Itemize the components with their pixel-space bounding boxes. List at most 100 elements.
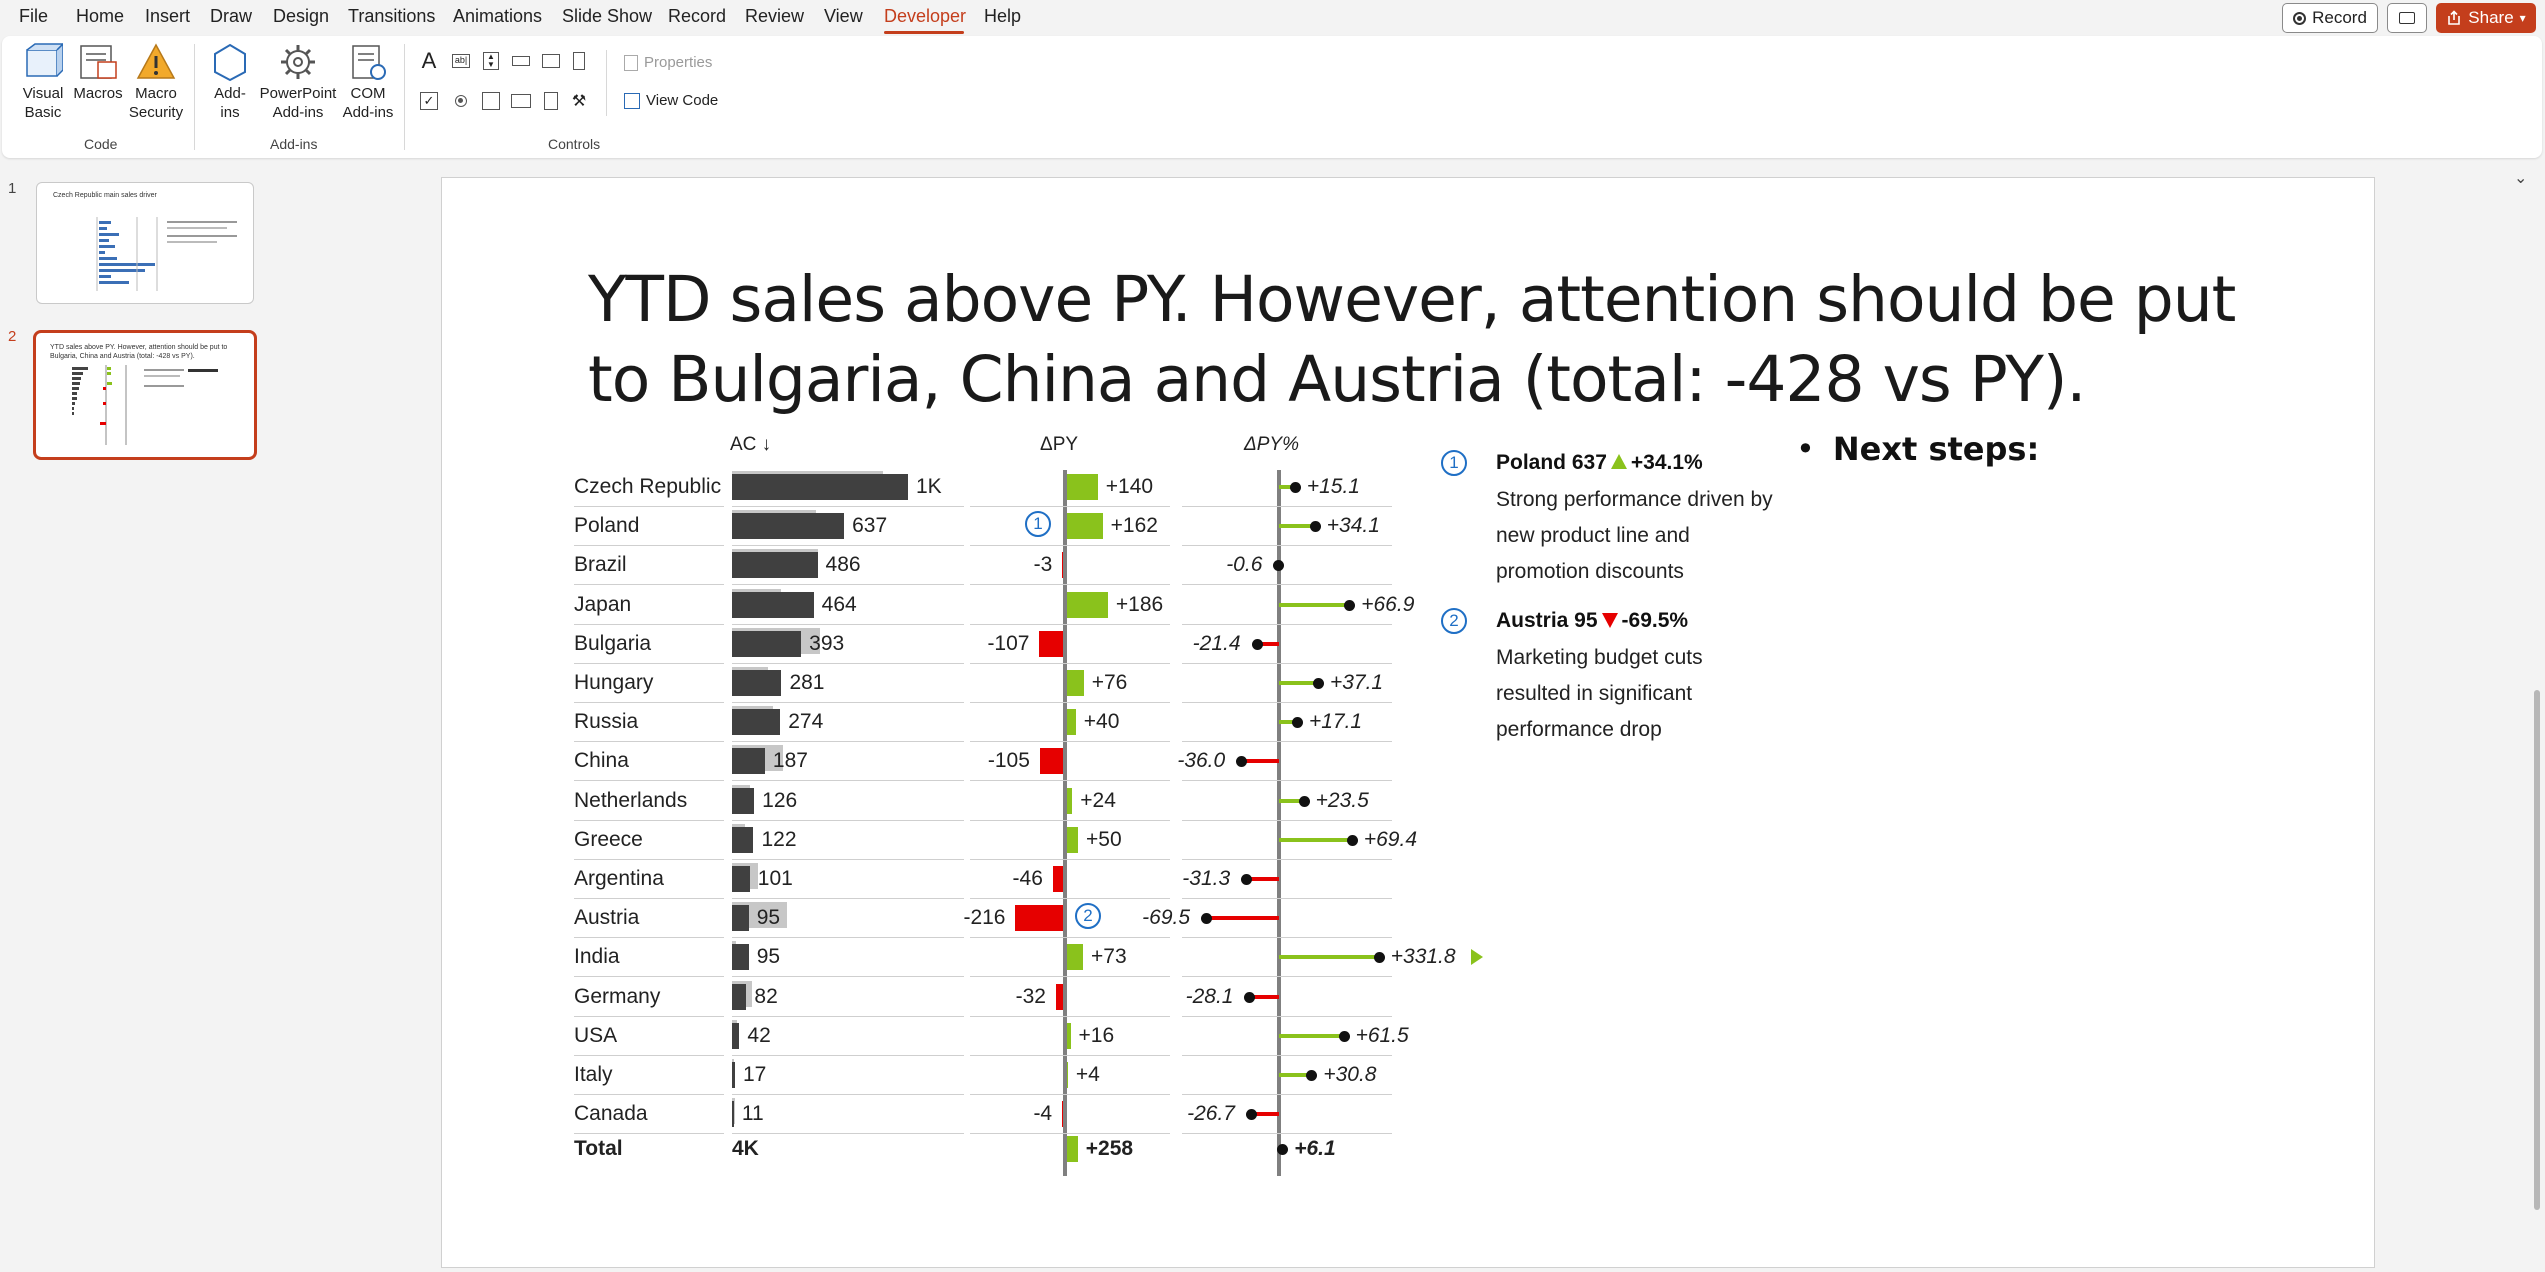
- row-separator: [574, 584, 724, 586]
- visual-basic-icon: [26, 42, 63, 77]
- record-button[interactable]: Record: [2282, 3, 2378, 33]
- ac-bar: [732, 474, 908, 500]
- image-control-icon[interactable]: [540, 50, 562, 72]
- share-button[interactable]: Share ▾: [2436, 3, 2536, 33]
- delta-pct-label: +69.4: [1363, 827, 1417, 851]
- ac-bar: [732, 866, 750, 892]
- row-separator: [732, 1015, 964, 1017]
- row-separator: [970, 1094, 1170, 1095]
- label-control-icon[interactable]: A: [421, 48, 437, 73]
- delta-py-bar: [1052, 866, 1063, 892]
- delta-pct-label: +34.1: [1326, 514, 1380, 538]
- menu-tab-view[interactable]: View: [824, 6, 863, 26]
- comments-button[interactable]: [2387, 3, 2427, 33]
- note-delta: -69.5%: [1621, 609, 1689, 632]
- bullet-icon: •: [1796, 430, 1815, 468]
- row-separator: [970, 623, 1170, 625]
- toggle-button-icon[interactable]: [540, 90, 562, 112]
- more-controls-icon[interactable]: ⚒: [571, 93, 587, 110]
- menu-tab-record[interactable]: Record: [668, 6, 727, 26]
- scroll-bar-icon[interactable]: [568, 50, 590, 72]
- delta-pct-label: +66.9: [1361, 592, 1415, 616]
- delta-pct-dot: [1245, 1109, 1257, 1121]
- ac-bar: [732, 513, 845, 540]
- group-separator: [606, 50, 607, 116]
- delta-pct-dot: [1373, 952, 1385, 964]
- menu-tab-file[interactable]: File: [19, 6, 49, 26]
- row-separator: [574, 623, 724, 625]
- delta-pct-pin: [1279, 1033, 1344, 1038]
- view-code-label: View Code: [646, 92, 719, 109]
- com-add-ins-button[interactable]: COM Add-ins: [340, 42, 396, 122]
- delta-pct-dot: [1309, 521, 1321, 533]
- powerpoint-add-ins-button[interactable]: PowerPoint Add-ins: [258, 42, 338, 122]
- list-box-icon[interactable]: [480, 90, 502, 112]
- slide-thumbnail-1[interactable]: Czech Republic main sales driver: [36, 182, 254, 304]
- menu-tab-home[interactable]: Home: [76, 6, 125, 26]
- command-button-icon[interactable]: [510, 50, 532, 72]
- combo-box-icon[interactable]: [510, 90, 532, 112]
- row-separator: [574, 662, 724, 664]
- menu-tab-animations[interactable]: Animations: [453, 6, 543, 26]
- share-icon: [2448, 10, 2461, 25]
- row-separator: [732, 506, 964, 507]
- collapse-ribbon-icon[interactable]: ⌄: [2514, 170, 2528, 187]
- menu-tab-transitions[interactable]: Transitions: [348, 6, 436, 26]
- spin-button-icon[interactable]: ▲ ▼: [480, 50, 502, 72]
- menu-tab-draw[interactable]: Draw: [210, 6, 253, 26]
- menu-tab-slide-show[interactable]: Slide Show: [562, 6, 653, 26]
- thumbnail-chart-preview: [96, 217, 237, 291]
- slide-thumbnail-2[interactable]: YTD sales above PY. However, attention s…: [33, 330, 257, 460]
- total-label: Total: [574, 1137, 623, 1161]
- menu-tab-design[interactable]: Design: [273, 6, 330, 26]
- row-separator: [1182, 898, 1392, 899]
- delta-pct-label: +61.5: [1355, 1023, 1409, 1047]
- delta-py-label: +24: [1080, 788, 1116, 812]
- add-ins-icon: [214, 43, 246, 82]
- controls-group-label: Controls: [548, 136, 601, 152]
- add-ins-button[interactable]: Add- ins: [208, 42, 252, 122]
- row-separator: [970, 780, 1170, 782]
- properties-label: Properties: [644, 54, 713, 71]
- visual-basic-button[interactable]: Visual Basic: [16, 42, 70, 122]
- textbox-control-icon[interactable]: ab|: [450, 50, 472, 72]
- slide-canvas[interactable]: YTD sales above PY. However, attention s…: [441, 177, 2375, 1268]
- macros-button[interactable]: Macros: [72, 42, 124, 103]
- delta-py-bar: [1067, 709, 1076, 736]
- menu-tab-review[interactable]: Review: [745, 6, 805, 26]
- category-label: Germany: [574, 984, 661, 1008]
- row-separator: [970, 662, 1170, 664]
- delta-py-label: +50: [1086, 827, 1122, 851]
- note-body-1[interactable]: Strong performance driven by new product…: [1496, 488, 1773, 583]
- delta-pct-label: +17.1: [1308, 710, 1363, 734]
- delta-pct-dot: [1298, 795, 1310, 807]
- properties-button[interactable]: Properties: [624, 54, 712, 71]
- delta-py-label: -107: [987, 631, 1030, 655]
- menu-tab-insert[interactable]: Insert: [145, 6, 191, 26]
- menu-tab-help[interactable]: Help: [984, 6, 1022, 26]
- vertical-scrollbar[interactable]: [2530, 160, 2544, 1272]
- delta-py-bar: [1062, 1101, 1063, 1128]
- view-code-button[interactable]: View Code: [624, 92, 718, 109]
- row-separator: [970, 1015, 1170, 1017]
- delta-pct-label: -69.5: [1142, 906, 1191, 930]
- slide-title[interactable]: YTD sales above PY. However, attention s…: [588, 263, 2236, 416]
- option-button-icon[interactable]: [450, 90, 472, 112]
- next-steps-bullet[interactable]: • Next steps:: [1796, 430, 2040, 468]
- checkbox-control-icon[interactable]: ✓: [418, 90, 440, 112]
- delta-py-label: -216: [963, 906, 1006, 930]
- thumbnail-number: 2: [8, 328, 17, 345]
- thumbnail-number: 1: [8, 180, 17, 197]
- scrollbar-thumb[interactable]: [2534, 690, 2540, 1210]
- category-label: Greece: [574, 827, 643, 851]
- ac-value-label: 274: [788, 710, 824, 734]
- visual-basic-label-1: Visual: [22, 85, 64, 102]
- macro-security-button[interactable]: Macro Security: [126, 42, 186, 122]
- thumbnail-chart-preview: [72, 365, 218, 445]
- row-separator: [732, 584, 964, 586]
- menu-tab-developer[interactable]: Developer: [884, 6, 967, 26]
- delta-py-bar: [1067, 474, 1098, 500]
- note-body-2[interactable]: Marketing budget cuts resulted in signif…: [1496, 646, 1703, 741]
- ac-bar: [732, 1101, 734, 1128]
- row-separator: [1182, 741, 1392, 743]
